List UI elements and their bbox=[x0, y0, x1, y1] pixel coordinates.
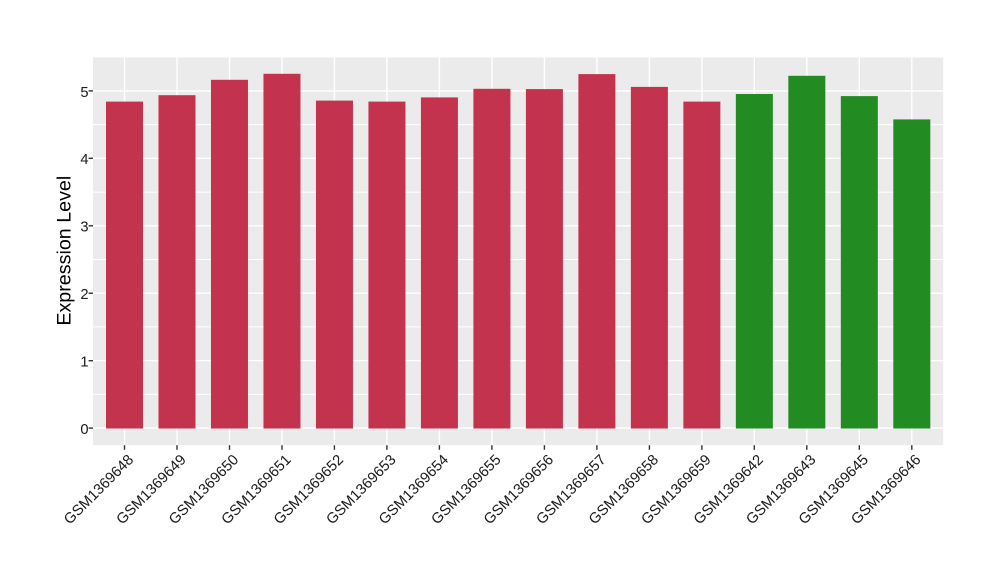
svg-text:5: 5 bbox=[80, 85, 88, 101]
svg-text:3: 3 bbox=[80, 220, 88, 236]
svg-text:0: 0 bbox=[80, 422, 88, 438]
svg-text:1: 1 bbox=[80, 355, 88, 371]
svg-text:Expression Level: Expression Level bbox=[54, 176, 76, 326]
svg-text:4: 4 bbox=[80, 152, 88, 168]
svg-text:2: 2 bbox=[80, 287, 88, 303]
